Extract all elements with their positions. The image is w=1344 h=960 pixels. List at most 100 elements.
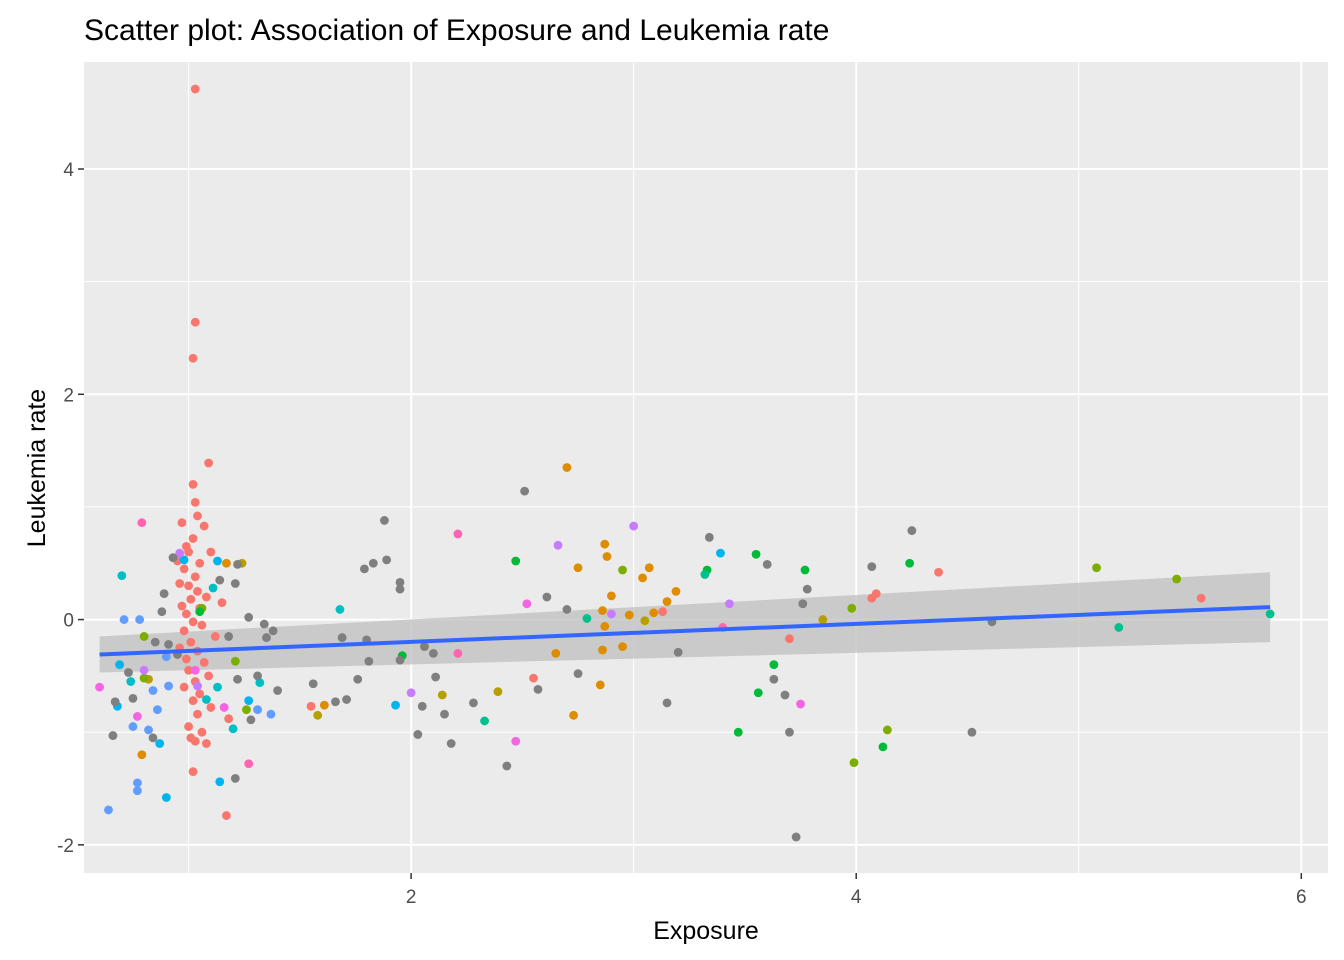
data-point	[502, 761, 512, 771]
data-point	[598, 606, 607, 615]
data-point	[126, 677, 136, 686]
data-point	[193, 681, 202, 691]
data-point	[511, 556, 521, 566]
data-point	[867, 562, 877, 572]
data-point	[208, 583, 218, 593]
data-point	[139, 673, 149, 683]
data-point	[255, 678, 265, 688]
data-point	[197, 620, 207, 630]
data-point	[262, 633, 271, 642]
data-point	[204, 458, 214, 468]
data-point	[193, 587, 202, 596]
data-point	[144, 725, 153, 735]
data-point	[184, 722, 193, 731]
data-point	[769, 674, 779, 684]
data-point	[199, 521, 209, 531]
data-point	[780, 690, 790, 700]
data-point	[413, 730, 423, 739]
data-point	[306, 701, 316, 711]
data-point	[179, 564, 189, 574]
data-point	[420, 642, 429, 651]
data-point	[133, 786, 142, 796]
data-point	[117, 571, 127, 581]
data-point	[217, 598, 227, 608]
data-point	[201, 695, 211, 704]
data-point	[190, 317, 200, 327]
y-tick-label: 0	[63, 611, 74, 632]
data-point	[406, 688, 416, 698]
data-point	[273, 686, 283, 695]
data-point	[700, 570, 710, 579]
data-point	[190, 665, 200, 675]
data-point	[600, 621, 610, 631]
data-point	[190, 736, 200, 746]
data-point	[382, 555, 392, 565]
data-point	[878, 742, 888, 752]
regression-line	[99, 605, 1271, 657]
data-point	[847, 603, 857, 613]
data-point	[573, 669, 583, 679]
data-point	[148, 686, 158, 695]
data-point	[195, 558, 205, 568]
data-point	[168, 553, 178, 563]
data-point	[395, 655, 405, 665]
data-point	[638, 573, 647, 583]
data-point	[551, 648, 561, 658]
data-point	[395, 584, 405, 594]
data-point	[335, 605, 345, 614]
data-point	[181, 609, 191, 619]
data-point	[268, 626, 278, 636]
data-point	[428, 648, 438, 658]
data-point	[542, 592, 552, 602]
data-point	[150, 637, 160, 647]
data-point	[119, 615, 129, 624]
data-point	[529, 673, 538, 683]
data-point	[673, 647, 683, 657]
data-point	[618, 642, 627, 651]
data-point	[469, 698, 478, 708]
data-point	[128, 722, 138, 731]
data-point	[658, 607, 668, 617]
data-point	[800, 565, 810, 575]
data-point	[934, 567, 943, 577]
data-point	[391, 700, 400, 710]
data-point	[553, 540, 563, 550]
data-point	[331, 697, 340, 707]
data-point	[188, 534, 198, 543]
data-point	[188, 479, 198, 489]
confidence-band-area	[99, 572, 1271, 673]
data-point	[337, 633, 347, 642]
x-axis-title: Exposure	[653, 917, 759, 945]
data-point	[215, 777, 225, 787]
data-point	[319, 700, 329, 710]
data-point	[802, 584, 812, 594]
data-point	[417, 701, 427, 711]
data-point	[190, 498, 200, 507]
data-point	[629, 521, 639, 531]
data-point	[175, 548, 185, 558]
data-point	[753, 688, 763, 698]
data-point	[124, 668, 133, 677]
data-point	[215, 575, 225, 585]
data-point	[135, 615, 145, 624]
data-point	[751, 549, 761, 559]
data-point	[253, 671, 262, 681]
data-point	[480, 716, 489, 726]
data-point	[569, 710, 578, 720]
data-point	[493, 687, 503, 697]
data-point	[431, 672, 441, 682]
data-point	[184, 547, 193, 557]
data-point	[197, 727, 207, 737]
data-point	[796, 699, 805, 709]
data-point	[662, 597, 672, 606]
data-point	[233, 559, 242, 569]
data-point	[582, 614, 592, 623]
data-points	[95, 84, 1275, 842]
data-point	[662, 698, 672, 708]
data-point	[148, 733, 158, 743]
data-point	[1196, 593, 1206, 603]
data-point	[179, 555, 189, 565]
data-point	[230, 773, 240, 783]
y-tick-label: 4	[63, 160, 74, 181]
data-point	[798, 599, 808, 609]
